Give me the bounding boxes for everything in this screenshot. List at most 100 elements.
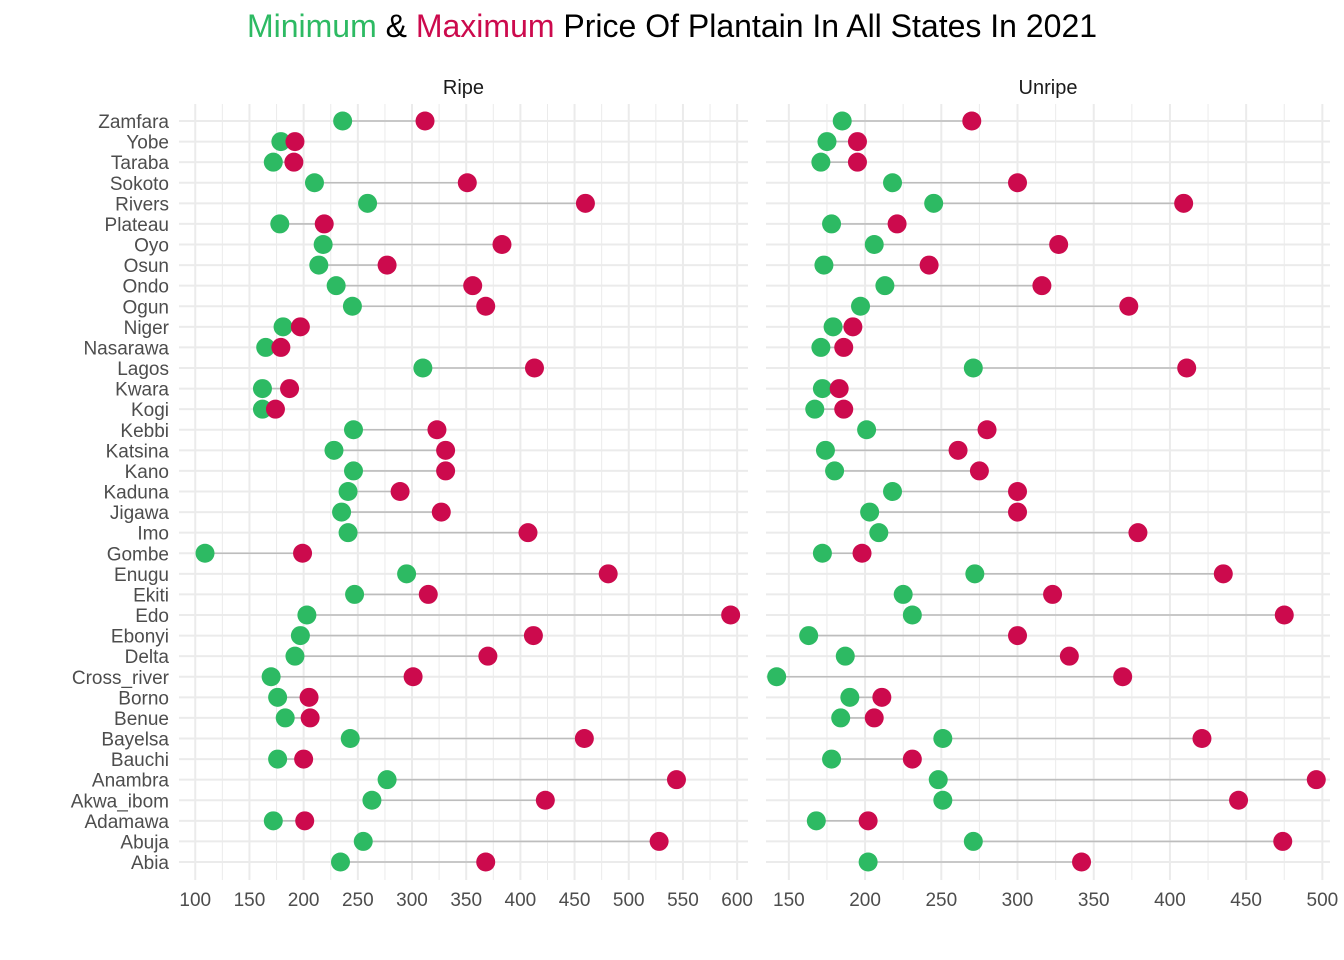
min-point-ekiti xyxy=(893,584,913,604)
x-tick-label: 550 xyxy=(667,890,699,911)
y-label-kaduna: Kaduna xyxy=(103,483,169,504)
max-point-anambra xyxy=(1306,770,1326,790)
min-point-kogi xyxy=(805,399,825,419)
min-point-ebonyi xyxy=(290,626,310,646)
max-point-katsina xyxy=(948,440,968,460)
max-point-kano xyxy=(436,461,456,481)
max-point-yobe xyxy=(847,132,867,152)
y-label-niger: Niger xyxy=(124,318,170,339)
max-point-adamawa xyxy=(858,811,878,831)
y-label-taraba: Taraba xyxy=(111,153,170,174)
y-label-ogun: Ogun xyxy=(123,297,169,318)
max-point-kebbi xyxy=(977,420,997,440)
y-label-adamawa: Adamawa xyxy=(85,812,170,833)
x-tick-label: 600 xyxy=(721,890,753,911)
x-tick-label: 500 xyxy=(1307,890,1339,911)
min-point-cross-river xyxy=(767,667,787,687)
min-point-benue xyxy=(831,708,851,728)
max-point-enugu xyxy=(1213,564,1233,584)
y-label-osun: Osun xyxy=(124,256,169,277)
max-point-akwa-ibom xyxy=(1229,790,1249,810)
max-point-plateau xyxy=(314,214,334,234)
min-point-gombe xyxy=(812,543,832,563)
y-label-abia: Abia xyxy=(131,853,169,874)
min-point-ogun xyxy=(342,296,362,316)
max-point-ekiti xyxy=(1043,584,1063,604)
min-point-anambra xyxy=(377,770,397,790)
max-point-jigawa xyxy=(431,502,451,522)
max-point-abia xyxy=(1072,852,1092,872)
y-label-katsina: Katsina xyxy=(106,441,170,462)
min-point-anambra xyxy=(928,770,948,790)
min-point-kano xyxy=(343,461,363,481)
x-tick-label: 100 xyxy=(179,890,211,911)
x-tick-label: 250 xyxy=(925,890,957,911)
max-point-ondo xyxy=(1032,276,1052,296)
x-tick-label: 400 xyxy=(1154,890,1186,911)
title-rest: Price Of Plantain In All States In 2021 xyxy=(554,8,1098,44)
max-point-ogun xyxy=(476,296,496,316)
min-point-kaduna xyxy=(883,482,903,501)
max-point-abuja xyxy=(1273,831,1293,851)
max-point-delta xyxy=(1059,646,1079,666)
min-point-akwa-ibom xyxy=(933,790,953,810)
y-label-enugu: Enugu xyxy=(114,565,169,586)
min-point-ekiti xyxy=(345,584,365,604)
x-tick-label: 350 xyxy=(450,890,482,911)
y-label-benue: Benue xyxy=(114,709,169,730)
max-point-yobe xyxy=(285,132,305,152)
max-point-cross-river xyxy=(403,667,423,687)
y-label-kebbi: Kebbi xyxy=(120,421,169,442)
min-point-abuja xyxy=(353,831,373,851)
max-point-nasarawa xyxy=(834,337,854,357)
max-point-kwara xyxy=(829,379,849,399)
max-point-gombe xyxy=(293,543,313,563)
y-label-borno: Borno xyxy=(118,688,169,709)
y-label-kogi: Kogi xyxy=(131,400,169,421)
max-point-anambra xyxy=(666,770,686,790)
min-point-osun xyxy=(814,255,834,275)
max-point-ogun xyxy=(1119,296,1139,316)
y-label-abuja: Abuja xyxy=(120,832,169,853)
chart-title: Minimum & Maximum Price Of Plantain In A… xyxy=(0,8,1344,45)
max-point-bayelsa xyxy=(1192,729,1212,748)
y-label-nasarawa: Nasarawa xyxy=(83,338,169,359)
max-point-bauchi xyxy=(902,749,922,769)
max-point-jigawa xyxy=(1008,502,1028,522)
min-point-lagos xyxy=(413,358,433,378)
x-tick-label: 250 xyxy=(342,890,374,911)
y-label-ekiti: Ekiti xyxy=(133,585,169,606)
min-point-kwara xyxy=(812,379,832,399)
x-tick-label: 450 xyxy=(559,890,591,911)
min-point-rivers xyxy=(358,193,378,213)
y-label-lagos: Lagos xyxy=(117,359,169,380)
title-maximum: Maximum xyxy=(415,8,555,44)
x-tick-label: 200 xyxy=(849,890,881,911)
max-point-kwara xyxy=(280,379,300,399)
min-point-borno xyxy=(268,687,288,707)
max-point-kaduna xyxy=(1008,482,1028,501)
max-point-lagos xyxy=(1177,358,1197,378)
min-point-bauchi xyxy=(268,749,288,769)
min-point-akwa-ibom xyxy=(362,790,382,810)
max-point-kaduna xyxy=(390,482,410,501)
max-point-borno xyxy=(299,687,319,707)
max-point-sokoto xyxy=(1008,173,1028,193)
max-point-imo xyxy=(518,523,538,543)
y-label-ondo: Ondo xyxy=(123,277,169,298)
title-connector: & xyxy=(376,8,416,44)
min-point-bayelsa xyxy=(340,729,360,748)
max-point-enugu xyxy=(598,564,618,584)
max-point-taraba xyxy=(847,152,867,172)
max-point-osun xyxy=(919,255,939,275)
min-point-bauchi xyxy=(822,749,842,769)
min-point-kano xyxy=(825,461,845,481)
max-point-sokoto xyxy=(457,173,477,193)
panel-ripe: Ripe 100 150 200 250 300 350 400 450 500 550 600 xyxy=(179,77,753,911)
max-point-edo xyxy=(721,605,741,625)
y-label-yobe: Yobe xyxy=(126,133,169,154)
max-point-benue xyxy=(864,708,884,728)
min-point-adamawa xyxy=(806,811,826,831)
min-point-delta xyxy=(285,646,305,666)
